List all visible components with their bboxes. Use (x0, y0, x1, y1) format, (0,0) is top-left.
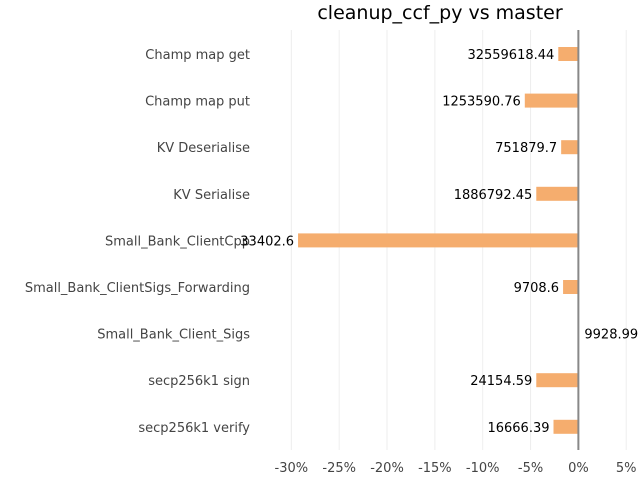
bar (298, 233, 579, 248)
category-label: Champ map get (145, 48, 250, 63)
data-label: 32559618.44 (467, 48, 554, 63)
x-axis-tick-labels: -30% -25% -20% -15% -10% -5% 0% 5% (275, 461, 637, 476)
x-tick-label: -25% (322, 461, 356, 476)
category-label: KV Serialise (173, 188, 250, 203)
data-label: 1886792.45 (454, 188, 533, 203)
x-tick-label: -5% (518, 461, 543, 476)
data-label: 9928.99 (584, 328, 638, 343)
category-label: Small_Bank_ClientCpp (105, 234, 250, 249)
x-tick-label: -20% (370, 461, 404, 476)
x-tick-label: -10% (466, 461, 500, 476)
category-label: secp256k1 verify (138, 421, 250, 436)
chart-title: cleanup_ccf_py vs master (317, 2, 563, 24)
bar (524, 93, 579, 108)
category-labels: Champ map get Champ map put KV Deserialise… (25, 48, 250, 436)
data-label: 24154.59 (470, 374, 532, 389)
bar (558, 47, 579, 61)
data-label: 16666.39 (487, 421, 549, 436)
bar (536, 186, 579, 201)
category-label: KV Deserialise (157, 141, 250, 156)
bars (298, 47, 579, 434)
data-label: 751879.7 (495, 141, 557, 156)
x-tick-label: -15% (418, 461, 452, 476)
data-label: 1253590.76 (442, 95, 521, 110)
bar (536, 373, 579, 388)
category-label: Small_Bank_Client_Sigs (97, 328, 250, 343)
category-label: Champ map put (145, 95, 250, 110)
data-labels: 32559618.44 1253590.76 751879.7 1886792.45 3… (240, 48, 638, 436)
category-label: secp256k1 sign (148, 374, 250, 389)
bar (561, 140, 579, 155)
x-tick-label: 5% (616, 461, 637, 476)
bar (563, 280, 579, 294)
x-tick-label: 0% (568, 461, 589, 476)
category-label: Small_Bank_ClientSigs_Forwarding (25, 281, 250, 296)
data-label: 33402.6 (240, 234, 294, 249)
x-tick-label: -30% (275, 461, 309, 476)
bar (553, 419, 579, 434)
data-label: 9708.6 (514, 281, 560, 296)
